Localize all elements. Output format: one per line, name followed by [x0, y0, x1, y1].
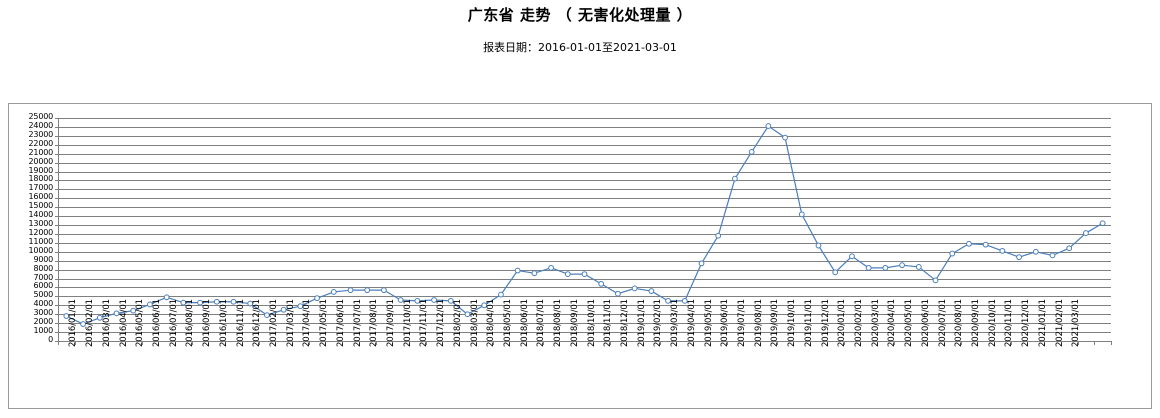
chart-plot-frame: [8, 103, 1152, 409]
page-title: 广东省 走势 （ 无害化处理量 ）: [467, 6, 693, 24]
report-date-subtitle: 报表日期：2016-01-01至2021-03-01: [483, 41, 677, 54]
trend-line-chart: [55, 118, 1112, 345]
